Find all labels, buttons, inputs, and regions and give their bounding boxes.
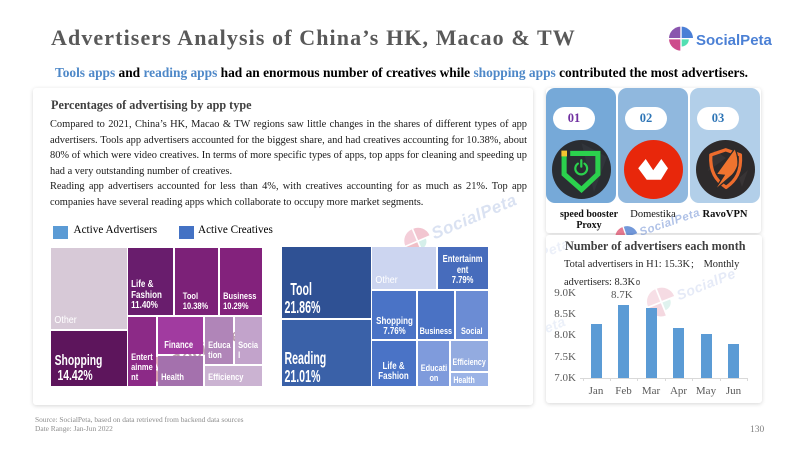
svg-text:SocialPeta: SocialPeta	[696, 32, 773, 49]
